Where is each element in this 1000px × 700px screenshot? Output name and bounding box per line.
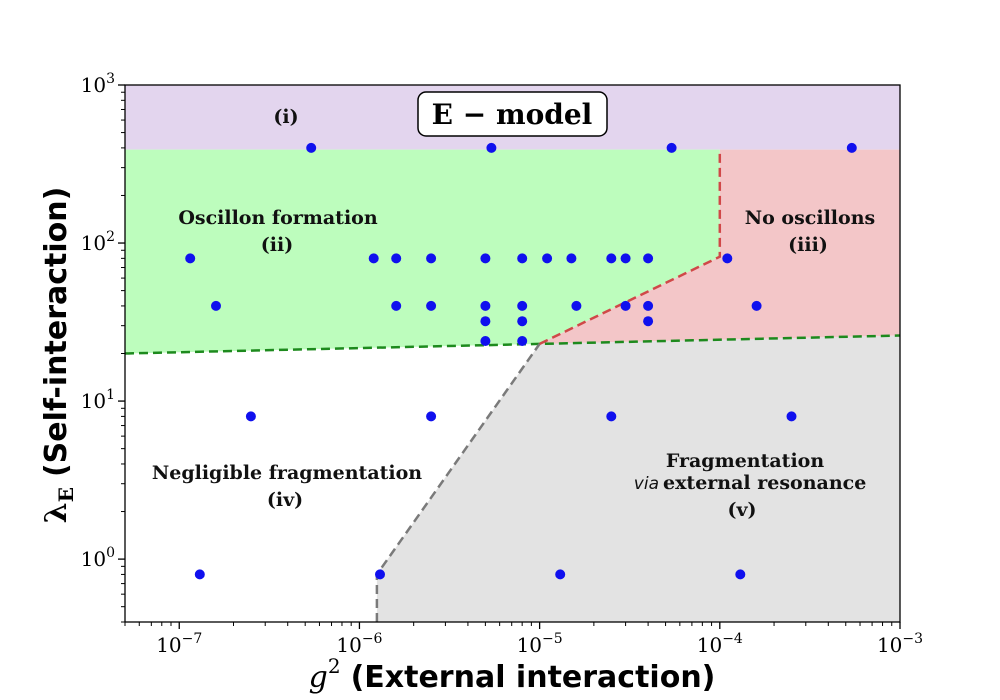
- data-point-31: [426, 411, 437, 422]
- region-v-fill: [376, 335, 900, 622]
- region-iii-label-name: No oscillons: [745, 207, 875, 229]
- data-point-14: [643, 253, 654, 264]
- data-point-6: [391, 253, 402, 264]
- data-point-3: [846, 142, 857, 153]
- y-axis: 100 101 102 103: [81, 71, 125, 623]
- data-point-33: [786, 411, 797, 422]
- data-point-0: [306, 142, 317, 153]
- region-iv-label-id: (iv): [267, 489, 303, 511]
- x-axis-text: (External interaction): [351, 660, 716, 695]
- chart-title-box: E − model: [417, 91, 608, 137]
- data-point-16: [211, 300, 221, 311]
- x-tick-label: 10−7: [156, 631, 202, 657]
- data-point-1: [486, 142, 497, 153]
- y-axis-symbol-sub: E: [54, 487, 78, 502]
- chart-title: E − model: [432, 98, 593, 131]
- data-point-30: [245, 411, 256, 422]
- y-tick-label: 103: [81, 71, 115, 97]
- data-point-22: [620, 300, 631, 311]
- region-v-label-resonance: external resonance: [663, 472, 866, 494]
- y-tick-label: 101: [81, 387, 115, 413]
- data-point-18: [426, 300, 437, 311]
- data-point-32: [606, 411, 617, 422]
- region-iii-label-id: (iii): [788, 234, 828, 256]
- y-tick-label: 100: [81, 545, 115, 571]
- data-point-10: [542, 253, 553, 264]
- data-point-20: [517, 300, 528, 311]
- x-tick-label: 10−4: [697, 631, 743, 657]
- data-point-17: [391, 300, 402, 311]
- data-point-24: [751, 300, 762, 311]
- y-axis-text: (Self-interaction): [39, 187, 74, 477]
- x-axis-title: g2 (External interaction): [309, 654, 716, 695]
- x-tick-label: 10−6: [336, 631, 382, 657]
- x-axis-symbol: g: [309, 660, 328, 695]
- data-point-12: [606, 253, 617, 264]
- data-point-11: [566, 253, 577, 264]
- data-point-35: [375, 569, 385, 580]
- data-point-9: [517, 253, 528, 264]
- x-axis-symbol-sup: 2: [328, 654, 341, 678]
- region-v-label-via: via: [634, 474, 659, 494]
- x-tick-label: 10−3: [877, 631, 923, 657]
- x-tick-label: 10−5: [517, 631, 563, 657]
- data-point-19: [480, 300, 491, 311]
- data-point-7: [426, 253, 437, 264]
- data-point-28: [480, 336, 491, 346]
- region-i-label: (i): [273, 106, 298, 128]
- region-iv-label-name: Negligible fragmentation: [152, 462, 422, 484]
- data-points: [185, 142, 857, 580]
- data-point-2: [666, 142, 677, 153]
- data-point-5: [368, 253, 379, 264]
- data-point-37: [735, 569, 746, 580]
- data-point-23: [643, 300, 654, 311]
- data-point-13: [620, 253, 631, 264]
- region-v-label-name: Fragmentation: [666, 450, 825, 472]
- data-point-34: [194, 569, 205, 580]
- y-axis-title: λE (Self-interaction): [39, 187, 78, 524]
- data-point-25: [480, 316, 491, 327]
- region-ii-label-name: Oscillon formation: [178, 207, 378, 229]
- x-axis: 10−7 10−6 10−5 10−4 10−3: [124, 622, 923, 657]
- data-point-4: [185, 253, 196, 264]
- y-axis-symbol: λ: [39, 502, 74, 523]
- region-ii-fill: [125, 149, 720, 354]
- data-point-36: [555, 569, 566, 580]
- y-tick-label: 102: [81, 229, 115, 255]
- data-point-8: [480, 253, 491, 264]
- data-point-26: [517, 316, 528, 327]
- data-point-29: [517, 336, 528, 346]
- data-point-27: [643, 316, 654, 327]
- data-point-15: [722, 253, 733, 264]
- region-ii-label-id: (ii): [261, 234, 293, 256]
- data-point-21: [571, 300, 582, 311]
- region-v-label-id: (v): [727, 499, 756, 521]
- red-boundary-line: [539, 149, 722, 346]
